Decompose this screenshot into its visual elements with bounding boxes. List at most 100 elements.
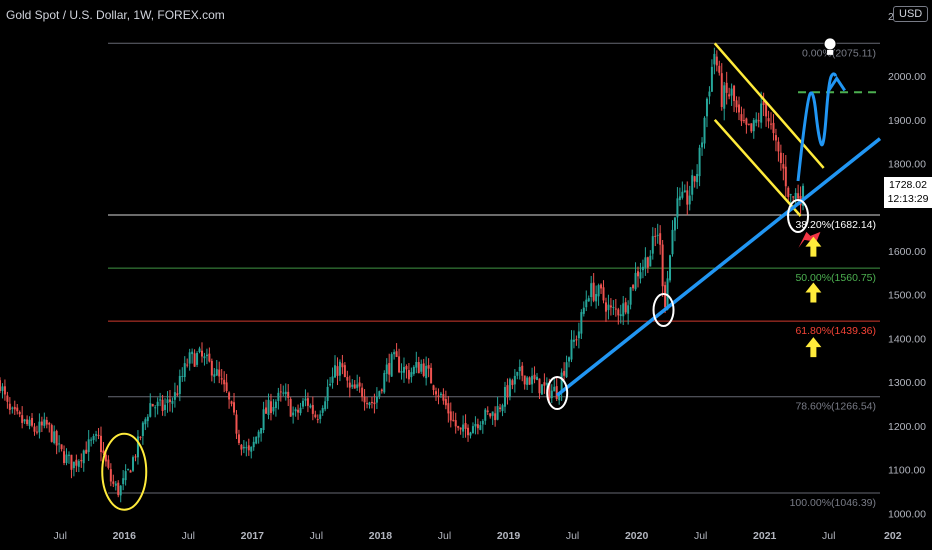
candle-body — [112, 481, 115, 484]
candle-body — [607, 304, 610, 311]
x-tick-label: 2019 — [497, 530, 521, 542]
candle-body — [132, 457, 135, 471]
candle-body — [459, 427, 462, 430]
candle-body — [577, 331, 580, 339]
candle-body — [223, 379, 226, 385]
candle-body — [587, 298, 590, 302]
currency-button[interactable]: USD — [893, 6, 929, 22]
candle-body — [516, 371, 519, 376]
candle-body — [168, 399, 171, 402]
candle-body — [740, 114, 743, 122]
candle-body — [518, 366, 521, 372]
fib-0-label: 0.00%(2075.11) — [802, 47, 876, 59]
candle-body — [324, 401, 327, 410]
candle-body — [632, 285, 635, 289]
candle-body — [513, 375, 516, 385]
candle-body — [649, 255, 652, 267]
x-tick-label: 2016 — [113, 530, 137, 542]
candle-body — [503, 387, 506, 407]
last-price: 1728.02 — [889, 179, 927, 191]
candle-body — [545, 382, 548, 385]
candle-body — [654, 235, 657, 237]
x-tick-label: Jul — [182, 530, 195, 542]
y-tick-label: 1800.00 — [888, 159, 926, 171]
candle-body — [183, 363, 186, 378]
candle-body — [794, 192, 797, 200]
candle-body — [400, 371, 403, 373]
candle-body — [97, 434, 100, 436]
candle-body — [215, 369, 218, 376]
candle-body — [363, 396, 366, 403]
candle-body — [444, 399, 447, 406]
candle-body — [144, 419, 147, 425]
candle-body — [40, 421, 43, 426]
candle-body — [252, 441, 255, 448]
candle-body — [531, 375, 534, 385]
candle-body — [629, 287, 632, 305]
candle-body — [745, 118, 748, 125]
candle-body — [139, 436, 142, 438]
candle-body — [407, 370, 410, 380]
channel-lower-line — [713, 118, 802, 217]
candle-body — [282, 392, 285, 394]
y-tick-label: 2000.00 — [888, 71, 926, 83]
candle-body — [481, 420, 484, 425]
candle-body — [737, 104, 740, 113]
x-tick-label: Jul — [566, 530, 579, 542]
candle-body — [205, 354, 208, 357]
candle-body — [331, 376, 334, 383]
candle-body — [467, 427, 470, 436]
candle-body — [644, 257, 647, 268]
candle-body — [747, 123, 750, 125]
candle-body — [570, 339, 573, 360]
candle-body — [523, 375, 526, 385]
candle-body — [173, 392, 176, 400]
candle-body — [77, 461, 80, 467]
candle-body — [336, 366, 339, 376]
candle-body — [292, 412, 295, 416]
candle-body — [494, 413, 497, 421]
candle-body — [60, 444, 63, 450]
candle-body — [329, 383, 332, 386]
candle-body — [770, 123, 773, 125]
x-tick-label: 2017 — [241, 530, 265, 542]
candle-body — [508, 379, 511, 397]
candle-body — [742, 120, 745, 122]
candle-body — [506, 385, 509, 398]
candle-body — [370, 401, 373, 404]
candle-body — [119, 485, 122, 496]
candle-body — [375, 396, 378, 403]
symbol-title: Gold Spot / U.S. Dollar, 1W, FOREX.com — [6, 8, 225, 22]
candle-body — [85, 449, 88, 454]
candle-body — [16, 407, 19, 412]
candle-body — [590, 283, 593, 298]
candle-body — [760, 103, 763, 123]
candle-body — [415, 361, 418, 368]
candle-body — [696, 174, 699, 183]
candle-body — [752, 120, 755, 132]
candle-body — [469, 432, 472, 436]
candle-body — [442, 394, 445, 401]
candle-body — [23, 419, 26, 422]
channel-upper-line — [713, 42, 825, 169]
candle-body — [602, 287, 605, 301]
y-tick-label: 1000.00 — [888, 508, 926, 520]
candle-body — [691, 175, 694, 195]
x-tick-label: Jul — [438, 530, 451, 542]
candle-body — [149, 403, 152, 417]
x-tick-label: Jul — [310, 530, 323, 542]
candle-body — [297, 409, 300, 413]
fib-61-label: 61.80%(1439.36) — [795, 325, 876, 337]
candle-body — [338, 361, 341, 376]
candle-body — [681, 191, 684, 198]
support-trendline — [556, 137, 882, 397]
candle-body — [361, 387, 364, 398]
candle-body — [3, 386, 6, 395]
candle-body — [730, 88, 733, 96]
candle-body — [26, 419, 29, 425]
highlight-circle — [652, 292, 675, 327]
candle-body — [659, 233, 662, 245]
candle-body — [82, 450, 85, 464]
candle-body — [563, 371, 566, 376]
